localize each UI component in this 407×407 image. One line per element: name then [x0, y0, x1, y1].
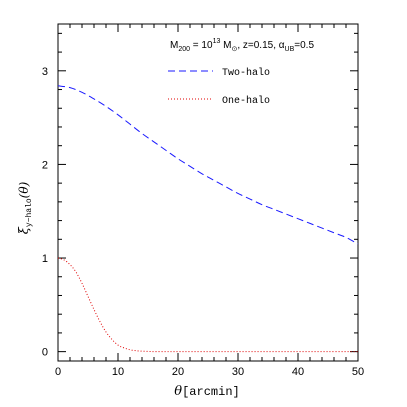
- y-tick-label: 1: [42, 253, 48, 265]
- chart-annotation: M200 = 1013 M⊙, z=0.15, αUB=0.5: [170, 38, 314, 53]
- legend-label-two-halo: Two-halo: [222, 67, 270, 79]
- y-tick-label: 3: [42, 66, 48, 78]
- legend-label-one-halo: One-halo: [222, 95, 270, 107]
- series-line-one-halo: [57, 257, 358, 353]
- x-axis-label: θ[arcmin]: [174, 384, 239, 399]
- x-tick-label: 40: [292, 366, 304, 378]
- x-tick-label: 50: [352, 366, 364, 378]
- y-axis-label: ξy−halo(θ): [17, 181, 34, 234]
- series-line-two-halo: [57, 85, 359, 245]
- x-tick-label: 10: [112, 366, 124, 378]
- x-tick-label: 0: [55, 366, 61, 378]
- plot-frame: [57, 23, 359, 362]
- x-tick-label: 20: [172, 366, 184, 378]
- y-tick-label: 0: [42, 347, 48, 359]
- y-tick-label: 2: [42, 159, 48, 171]
- legend: Two-halo One-halo: [168, 67, 270, 107]
- x-tick-label: 30: [232, 366, 244, 378]
